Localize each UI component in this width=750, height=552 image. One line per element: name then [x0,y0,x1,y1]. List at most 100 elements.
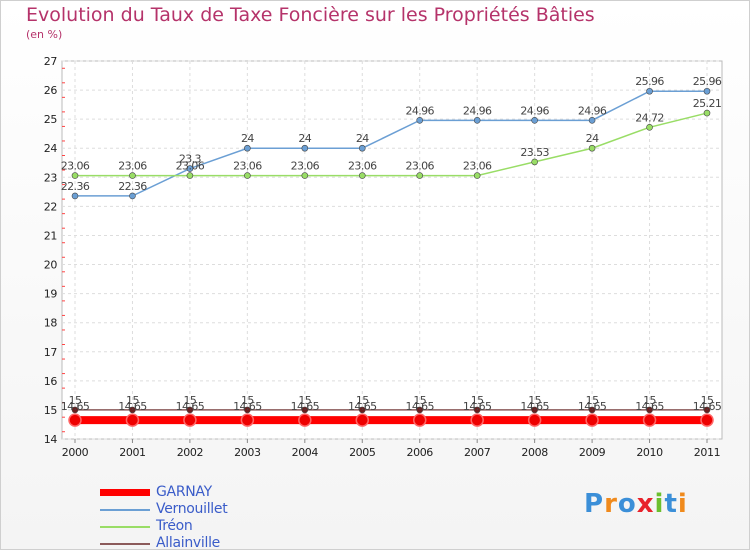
proxiti-logo: Proxiti [584,489,688,519]
data-label: 15 [643,394,656,407]
data-label: 22.36 [118,180,147,193]
y-tick-label: 19 [44,288,58,301]
y-tick-label: 23 [44,171,58,184]
data-label: 14.65 [635,400,664,413]
data-point-garnay [240,413,255,427]
y-tick-label: 25 [44,113,58,126]
data-label: 15 [356,394,369,407]
logo-letter: o [617,489,637,519]
x-tick-label: 2001 [119,446,145,459]
data-point-garnay [298,413,312,427]
series-line-tréon [75,112,708,177]
legend-label-treon: Tréon [156,518,193,534]
data-label: 24 [586,132,599,145]
x-tick-label: 2008 [521,446,548,459]
data-label: 24.96 [578,104,607,117]
logo-letter: i [654,489,665,519]
y-tick-label: 24 [44,142,58,155]
legend-label-vernouillet: Vernouillet [156,501,228,517]
data-point-vernouillet [129,192,136,200]
data-label: 24.96 [463,104,492,117]
logo-letter: r [604,489,618,519]
data-label: 23.06 [348,160,377,173]
data-point-tréon [186,172,194,179]
data-label: 23.06 [405,160,434,173]
legend-swatch-treon [100,526,150,528]
data-point-garnay [412,413,427,427]
data-label: 15 [241,394,254,407]
data-point-allainville [473,406,481,414]
data-point-vernouillet [244,144,251,152]
data-point-tréon [71,172,79,179]
logo-letter: i [677,489,688,519]
data-label: 15 [586,394,599,407]
data-point-garnay [125,413,140,427]
data-label: 15 [413,394,426,407]
data-label: 24 [298,132,311,145]
data-point-vernouillet [646,87,653,95]
data-label: 15 [126,394,139,407]
data-label: 14.65 [578,400,607,413]
data-point-vernouillet [531,117,538,124]
data-point-garnay [527,413,542,427]
data-point-tréon [129,172,136,179]
x-tick-label: 2009 [579,446,606,459]
data-label: 15 [69,394,82,407]
data-point-vernouillet [301,144,309,152]
x-tick-label: 2004 [292,446,319,459]
data-point-tréon [358,172,366,179]
x-tick-label: 2006 [407,446,434,459]
data-label: 24.72 [635,111,664,124]
y-tick-label: 20 [44,259,58,272]
data-label: 15 [701,394,714,407]
data-point-garnay [183,413,197,427]
data-label: 14.65 [405,400,434,413]
data-label: 15 [298,394,311,407]
data-point-allainville [244,406,251,414]
data-point-allainville [186,406,194,414]
y-tick-label: 15 [44,404,58,417]
data-point-vernouillet [588,117,596,124]
data-label: 15 [471,394,484,407]
y-tick-label: 17 [44,346,58,359]
data-point-garnay [700,413,714,427]
data-label: 14.65 [176,400,205,413]
data-point-garnay [68,413,82,427]
logo-letter: x [636,489,655,519]
x-tick-label: 2003 [234,446,261,459]
chart-title: Evolution du Taux de Taxe Foncière sur l… [26,4,595,26]
data-point-garnay [355,413,370,427]
data-point-allainville [646,406,653,414]
data-label: 23.06 [118,160,147,173]
y-tick-label: 26 [44,84,58,97]
data-point-vernouillet [473,117,481,124]
data-point-vernouillet [358,144,366,152]
data-label: 14.65 [118,400,147,413]
data-label: 15 [528,394,541,407]
data-point-allainville [416,406,424,414]
data-label: 24 [241,132,254,145]
data-label: 14.65 [291,400,320,413]
data-label: 23.06 [61,160,90,173]
data-point-allainville [129,406,136,414]
data-label: 14.65 [348,400,377,413]
data-point-garnay [470,413,484,427]
data-point-allainville [71,406,79,414]
legend-swatch-allainville [100,543,150,545]
data-label: 25.21 [693,97,722,110]
data-point-tréon [703,109,711,117]
data-point-tréon [416,172,424,179]
data-point-allainville [358,406,366,414]
data-label: 24.96 [520,104,549,117]
data-point-tréon [588,144,596,152]
x-tick-label: 2007 [464,446,491,459]
legend-swatch-vernouillet [100,509,150,511]
y-tick-label: 16 [44,375,58,388]
data-point-tréon [473,172,481,179]
data-point-allainville [588,406,596,414]
data-label: 14.65 [520,400,549,413]
data-label: 14.65 [233,400,262,413]
y-axis-unit-label: (en %) [26,28,63,41]
data-point-tréon [531,158,538,166]
